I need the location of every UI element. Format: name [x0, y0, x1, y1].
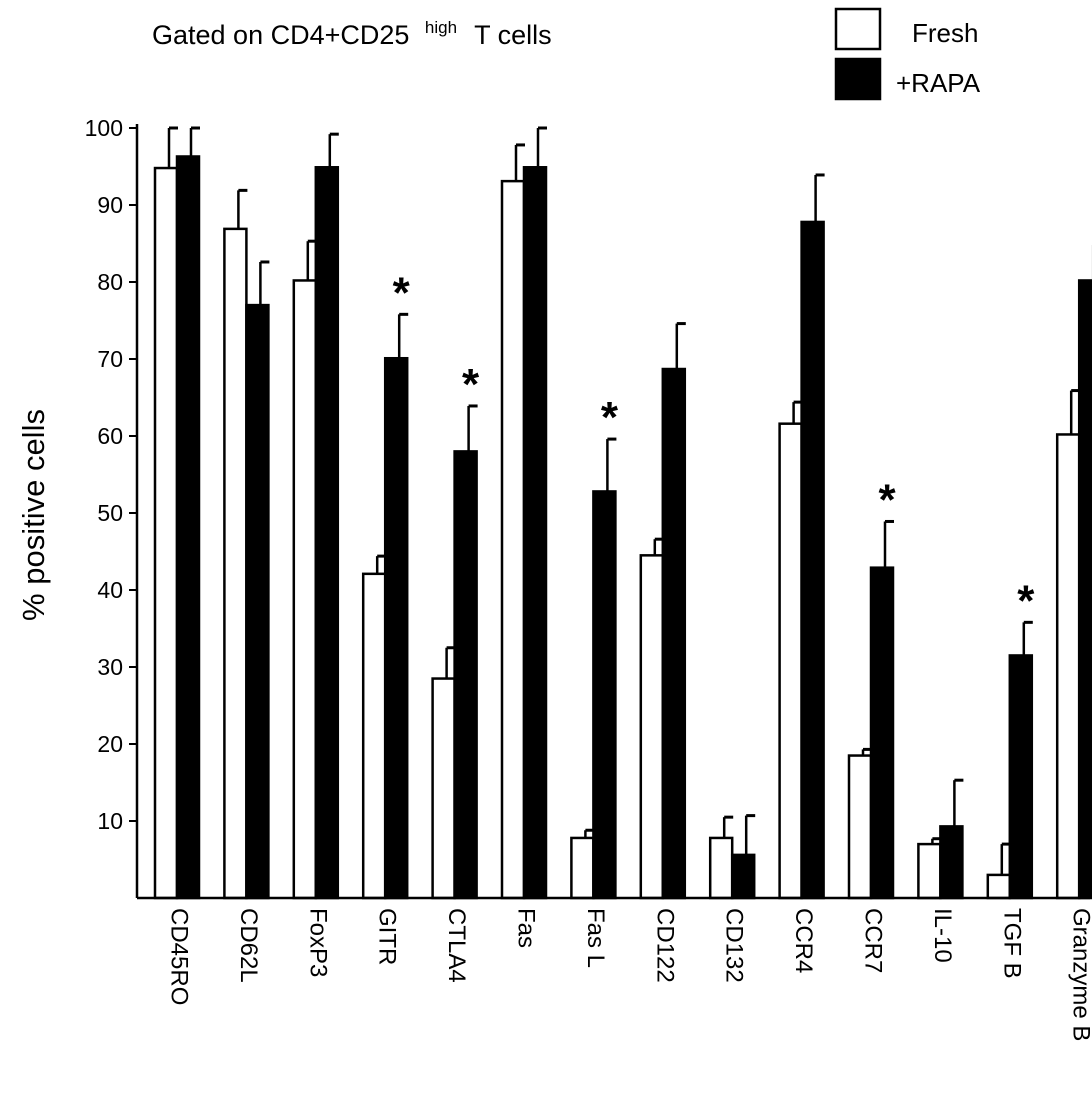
- chart-title-superscript: high: [425, 18, 457, 37]
- bar-fresh: [708, 836, 734, 900]
- bar-rapa: [1077, 279, 1092, 900]
- bar-rapa: [939, 825, 964, 900]
- bar-fresh: [986, 873, 1012, 900]
- legend-swatch-rapa: [834, 57, 882, 101]
- bar-fresh: [292, 279, 318, 900]
- y-tick-label: 100: [85, 115, 123, 141]
- bar-fresh: [361, 572, 387, 900]
- y-axis-label: % positive cells: [16, 409, 51, 621]
- legend-label-rapa: +RAPA: [896, 68, 981, 98]
- chart-title-prefix: Gated on CD4+CD25: [152, 20, 409, 50]
- bar-fresh: [778, 422, 803, 900]
- category-label: Fas L: [582, 908, 609, 968]
- bar-rapa: [383, 356, 409, 900]
- y-tick-label: 90: [97, 192, 123, 218]
- bar-fresh: [431, 677, 456, 900]
- bar-fresh: [1055, 433, 1081, 900]
- y-tick-label: 10: [97, 808, 123, 834]
- error-bars: [167, 126, 1092, 875]
- bar-rapa: [175, 155, 201, 900]
- y-tick-label: 60: [97, 423, 123, 449]
- legend-swatch-fresh: [834, 7, 882, 51]
- bar-rapa: [730, 853, 756, 900]
- axes: [135, 124, 1090, 900]
- significance-star: *: [1017, 576, 1035, 625]
- y-tick-label: 30: [97, 654, 123, 680]
- bar-fresh: [153, 166, 179, 900]
- y-tick-label: 40: [97, 577, 123, 603]
- category-label: CCR4: [790, 908, 817, 973]
- bar-fresh: [639, 554, 665, 900]
- category-label: FoxP3: [304, 908, 331, 977]
- category-label: CCR7: [860, 908, 887, 973]
- category-label: Granzyme B: [1068, 908, 1092, 1041]
- bar-rapa: [245, 303, 270, 900]
- y-tick-label: 20: [97, 731, 123, 757]
- category-label: GITR: [374, 908, 401, 965]
- bar-rapa: [1008, 654, 1034, 900]
- chart-title-suffix: T cells: [474, 20, 552, 50]
- bar-rapa: [661, 367, 687, 900]
- y-tick-label: 80: [97, 269, 123, 295]
- significance-star: *: [601, 393, 619, 442]
- category-label: CD132: [721, 908, 748, 983]
- chart-title: Gated on CD4+CD25 high T cells: [152, 9, 552, 50]
- y-tick-label: 70: [97, 346, 123, 372]
- category-label: CTLA4: [443, 908, 470, 983]
- bar-fresh: [223, 227, 248, 900]
- category-label: TGF B: [998, 908, 1025, 979]
- legend: Fresh +RAPA: [834, 7, 981, 101]
- category-label: Fas: [513, 908, 540, 948]
- category-label: CD62L: [235, 908, 262, 983]
- category-label: CD122: [651, 908, 678, 983]
- bar-fresh: [847, 754, 873, 900]
- legend-label-fresh: Fresh: [912, 18, 978, 48]
- bar-fresh: [917, 842, 942, 900]
- bar-rapa: [800, 220, 825, 900]
- significance-star: *: [878, 475, 896, 524]
- bar-rapa: [869, 566, 895, 900]
- category-labels: CD45RO CD62L FoxP3 GITR CTLA4 Fas Fas L CD122 CD…: [166, 908, 1092, 1041]
- bar-rapa: [592, 490, 617, 900]
- significance-star: *: [393, 268, 411, 317]
- bar-rapa: [453, 450, 478, 900]
- bars: [153, 155, 1092, 900]
- bar-fresh: [500, 179, 526, 900]
- bar-rapa: [314, 166, 340, 900]
- significance-markers: * * * * *: [393, 268, 1036, 625]
- y-axis-ticks: 10 20 30 40 50 60 70 80 90 100: [85, 115, 137, 834]
- y-tick-label: 50: [97, 500, 123, 526]
- bar-rapa: [522, 166, 548, 900]
- category-label: IL-10: [929, 908, 956, 963]
- category-label: CD45RO: [166, 908, 193, 1005]
- bar-fresh: [570, 836, 595, 900]
- significance-star: *: [462, 360, 480, 409]
